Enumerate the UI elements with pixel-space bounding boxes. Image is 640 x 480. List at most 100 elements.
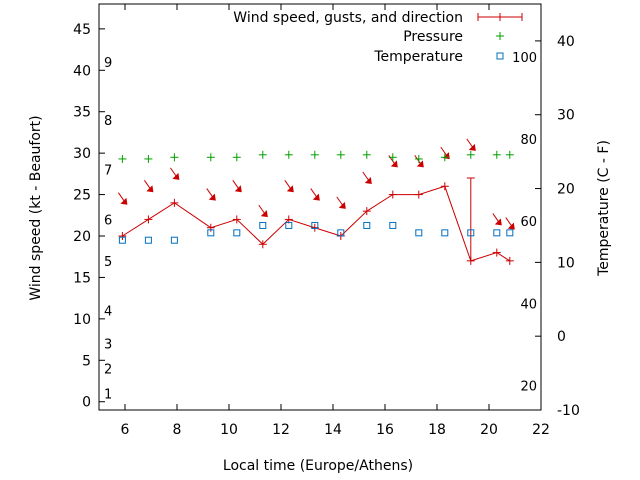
pressure-point [232,153,241,162]
legend-temperature-label: Temperature [373,49,463,65]
temperature-point [118,236,126,244]
x-tick-label: 20 [480,422,498,438]
pressure-point [440,153,449,162]
pressure-point [310,150,319,159]
legend-wind-label: Wind speed, gusts, and direction [233,10,463,26]
left-tick-label: 25 [73,188,91,204]
temperature-point [467,229,475,237]
pressure-point [206,153,215,162]
pressure-point [362,150,371,159]
temperature-point [144,236,152,244]
temperature-point [363,221,371,229]
left-tick-label: 10 [73,312,91,328]
fahrenheit-label: 100 [512,51,537,66]
temperature-point [415,229,423,237]
left-tick-label: 30 [73,146,91,162]
wind-point [492,248,501,257]
x-tick-label: 14 [324,422,342,438]
x-tick-label: 10 [220,422,238,438]
legend-wind-key [477,13,523,21]
beaufort-label: 6 [104,213,112,228]
beaufort-label: 3 [104,338,112,353]
wind-point [362,207,371,216]
right-tick-label: 40 [557,34,575,50]
wind-arrow [505,217,515,230]
left-tick-label: 0 [82,395,91,411]
pressure-point [466,150,475,159]
wind-arrow [284,179,294,193]
wind-point [144,215,153,224]
pressure-point [388,153,397,162]
pressure-point [258,150,267,159]
temperature-point [285,221,293,229]
temperature-point [207,229,215,237]
beaufort-label: 2 [104,363,112,378]
wind-point [232,215,241,224]
wind-point [388,190,397,199]
pressure-point [414,154,423,163]
pressure-series [118,150,514,163]
gust-bar [466,177,475,261]
temperature-point [170,236,178,244]
wind-point [170,198,179,207]
x-tick-label: 16 [376,422,394,438]
legend: Wind speed, gusts, and direction Pressur… [233,10,523,65]
right-axis-ticks: -10 0 10 20 30 40 [535,34,580,419]
left-tick-label: 5 [82,353,91,369]
pressure-point [170,153,179,162]
wind-point [118,232,127,240]
x-tick-label: 12 [272,422,290,438]
wind-arrow [362,171,372,184]
wind-arrow [143,179,154,193]
pressure-point [118,154,127,163]
fahrenheit-label: 20 [520,380,537,395]
pressure-point [492,150,501,159]
wind-point [206,223,215,232]
left-tick-label: 20 [73,229,91,245]
pressure-point [505,150,514,159]
left-axis-ticks: 0 5 10 15 20 25 30 35 40 45 [73,22,105,411]
wind-arrow [258,204,268,218]
wind-arrow [466,138,476,151]
wind-arrow [492,213,502,226]
wind-direction-arrows [117,138,515,230]
wind-point [414,190,423,199]
x-axis-label: Local time (Europe/Athens) [223,458,413,474]
fahrenheit-labels: 20 40 60 80 100 [512,51,537,394]
fahrenheit-label: 40 [520,298,537,313]
x-tick-label: 22 [532,422,550,438]
x-tick-label: 6 [121,422,130,438]
temperature-point [389,221,397,229]
legend-pressure-key [496,32,504,40]
plot-frame [98,3,542,411]
x-tick-label: 8 [173,422,182,438]
temperature-point [493,229,501,237]
wind-line [122,185,511,262]
pressure-point [336,150,345,159]
wind-point [505,256,514,265]
wind-arrow [310,188,320,201]
right-tick-label: 20 [557,182,575,198]
left-tick-label: 35 [73,105,91,121]
wind-series [118,177,514,265]
temperature-point [259,221,267,229]
fahrenheit-label: 60 [520,215,537,230]
plot-border [98,3,542,411]
beaufort-label: 4 [104,305,112,320]
wind-arrow [232,179,242,193]
right-tick-label: 30 [557,108,575,124]
beaufort-label: 9 [104,56,112,71]
left-tick-label: 15 [73,270,91,286]
y-axis-right-label: Temperature (C - F) [596,140,612,277]
temperature-point [233,229,241,237]
beaufort-label: 7 [104,164,112,179]
temperature-series [118,221,514,244]
left-tick-label: 45 [73,22,91,38]
temperature-point [506,229,514,237]
left-tick-label: 40 [73,63,91,79]
legend-temperature-key [496,52,504,60]
right-tick-label: 0 [557,329,566,345]
wind-point [258,240,267,249]
right-tick-label: -10 [557,403,580,419]
